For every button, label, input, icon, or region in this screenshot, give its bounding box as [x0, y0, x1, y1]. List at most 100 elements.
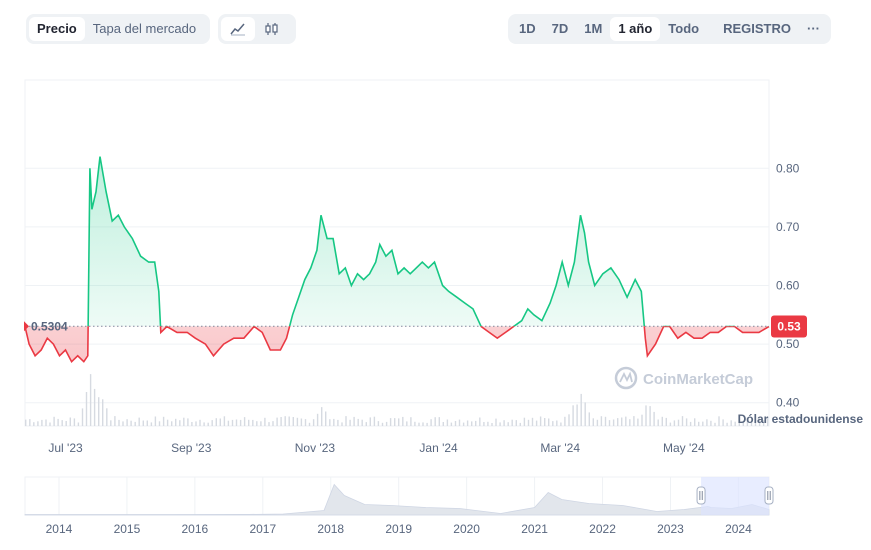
range-7d-button[interactable]: 7D [551, 21, 569, 36]
x-tick-label: Sep '23 [171, 441, 212, 455]
volume-bar [93, 388, 96, 426]
range-1y-button[interactable]: 1 año [610, 17, 661, 41]
volume-bar [625, 416, 627, 426]
more-options-button[interactable]: ··· [807, 21, 820, 36]
volume-bar [475, 420, 477, 426]
volume-bar [288, 416, 290, 426]
volume-bar [260, 421, 262, 426]
volume-bar [677, 419, 680, 426]
navigator[interactable]: 2014 2015 2016 2017 2018 2019 2020 2021 2022 2023… [24, 476, 774, 536]
tab-tapa-del-mercado[interactable]: Tapa del mercado [92, 21, 197, 36]
volume-bar [69, 417, 71, 426]
volume-bar [385, 421, 388, 426]
navigator-year-label: 2017 [249, 522, 276, 536]
volume-bar [49, 422, 51, 426]
volume-bar [126, 419, 128, 426]
volume-bar [580, 393, 582, 426]
volume-bar [361, 419, 363, 426]
volume-bar [398, 418, 400, 426]
volume-bar [150, 422, 153, 426]
candlestick-button[interactable] [255, 17, 289, 41]
volume-bar [762, 420, 765, 426]
volume-bar [539, 416, 542, 426]
volume-bar [73, 418, 76, 426]
range-all-button[interactable]: Todo [668, 21, 700, 36]
navigator-handle-right[interactable] [764, 486, 774, 505]
y-tick-label: 0.70 [776, 220, 800, 234]
volume-bar [357, 418, 359, 426]
volume-bar [641, 414, 643, 426]
volume-bar [268, 422, 270, 426]
volume-bar [592, 418, 594, 426]
tab-precio[interactable]: Precio [29, 17, 85, 41]
volume-bar [106, 408, 108, 426]
line-chart-icon [230, 23, 245, 36]
navigator-year-label: 2014 [46, 522, 73, 536]
volume-bar [698, 421, 700, 426]
y-tick-label: 0.80 [776, 161, 800, 175]
volume-bar [657, 419, 659, 426]
volume-bar [300, 418, 303, 426]
volume-bar [219, 418, 221, 426]
grid-lines [25, 167, 769, 404]
area-above-baseline [88, 156, 645, 327]
volume-bar [25, 419, 27, 426]
volume-bar [102, 399, 104, 426]
navigator-year-label: 2024 [725, 522, 752, 536]
volume-bar [280, 417, 282, 426]
volume-bar [118, 419, 120, 426]
coinmarketcap-logo-icon [614, 366, 638, 390]
log-scale-button[interactable]: REGISTRO [723, 21, 791, 36]
volume-bar [349, 419, 351, 426]
volume-bar [511, 419, 513, 426]
volume-bar [248, 419, 250, 426]
range-1d-button[interactable]: 1D [519, 21, 536, 36]
volume-bar [750, 420, 753, 426]
baseline-marker: 0.5304 [24, 319, 68, 333]
navigator-year-labels: 2014 2015 2016 2017 2018 2019 2020 2021 2022 2023… [46, 522, 752, 536]
chart-mode-tabs: Precio Tapa del mercado [26, 14, 210, 44]
volume-bar [252, 419, 254, 426]
volume-bar [681, 416, 684, 426]
volume-bar [531, 417, 534, 426]
watermark: CoinMarketCap [614, 366, 753, 390]
volume-bar [231, 419, 234, 426]
volume-bar [308, 422, 311, 426]
navigator-selection[interactable] [701, 477, 769, 515]
volume-bar [114, 416, 116, 426]
volume-bar [179, 420, 181, 426]
volume-bar [89, 374, 92, 426]
volume-bar [548, 418, 550, 426]
volume-bar [714, 422, 716, 426]
y-tick-label: 0.40 [776, 396, 800, 410]
volume-bar [377, 421, 380, 426]
volume-bar [471, 421, 473, 426]
volume-bar [450, 422, 453, 426]
volume-bar [730, 420, 732, 426]
volume-bar [191, 422, 193, 426]
volume-bar [637, 418, 639, 426]
coinmarketcap-logo-mark [619, 371, 633, 383]
line-chart-button[interactable] [221, 17, 255, 41]
navigator-year-label: 2015 [114, 522, 141, 536]
volume-bar [523, 417, 526, 426]
volume-bar [402, 416, 404, 426]
volume-bar [466, 420, 469, 426]
volume-bar [381, 422, 384, 426]
current-price-box [771, 315, 807, 338]
volume-bar [454, 421, 457, 426]
navigator-year-label: 2022 [589, 522, 616, 536]
volume-bar [446, 419, 449, 426]
volume-bar [110, 420, 112, 426]
volume-bar [515, 420, 517, 426]
watermark-text: CoinMarketCap [643, 371, 753, 388]
navigator-handle-left[interactable] [696, 486, 706, 505]
x-tick-label: Jan '24 [419, 441, 458, 455]
navigator-year-label: 2018 [317, 522, 344, 536]
volume-bar [158, 421, 161, 426]
volume-bar [98, 397, 100, 426]
volume-bar [61, 420, 63, 426]
range-1m-button[interactable]: 1M [584, 21, 603, 36]
volume-bar [235, 419, 238, 426]
